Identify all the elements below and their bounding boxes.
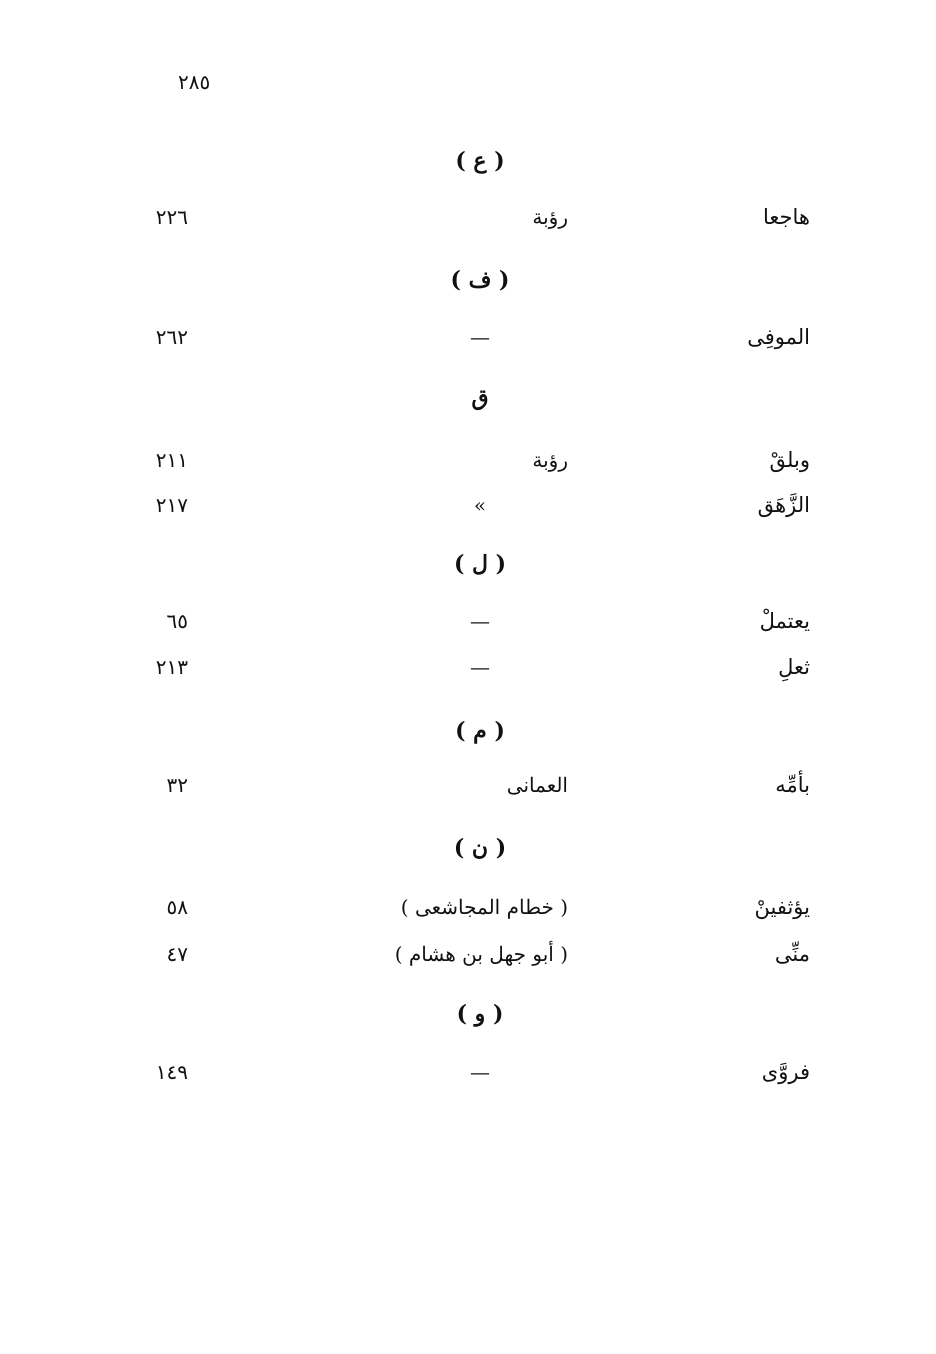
rhyme-word: وبلقْ <box>769 448 810 472</box>
poet-name: رؤبة <box>532 448 568 472</box>
index-entry: الزَّهَق » ٢١٧ <box>0 493 936 529</box>
rhyme-word: الموفِى <box>747 325 810 349</box>
index-entry: بأمِّه العمانى ٣٢ <box>0 773 936 809</box>
page-ref: ٢١١ <box>155 448 188 472</box>
rhyme-word: يؤثفينْ <box>754 895 810 919</box>
rhyme-word: بأمِّه <box>775 773 810 797</box>
rhyme-word: الزَّهَق <box>757 493 810 517</box>
section-heading: ( و ) <box>456 1001 504 1027</box>
rhyme-word: يعتملْ <box>759 609 810 633</box>
section-heading: ( ن ) <box>453 835 507 861</box>
index-entry: منِّى ( أبو جهل بن هشام ) ٤٧ <box>0 942 936 978</box>
poet-name: » <box>473 493 487 517</box>
poet-name: رؤبة <box>532 205 568 229</box>
poet-name: ( خطام المجاشعى ) <box>400 895 568 919</box>
page-ref: ٦٥ <box>166 609 188 633</box>
rhyme-word: هاجعا <box>763 205 810 229</box>
section-heading: ق <box>471 385 489 411</box>
page-ref: ٥٨ <box>166 895 188 919</box>
rhyme-word: ثعلِ <box>778 655 810 679</box>
index-entry: يعتملْ — ٦٥ <box>0 609 936 645</box>
section-heading: ( ل ) <box>453 551 507 577</box>
page-ref: ١٤٩ <box>155 1060 188 1084</box>
index-entry: هاجعا رؤبة ٢٢٦ <box>0 205 936 241</box>
section-heading: ( ف ) <box>450 267 510 293</box>
page-ref: ٢١٧ <box>155 493 188 517</box>
index-entry: ثعلِ — ٢١٣ <box>0 655 936 691</box>
rhyme-word: منِّى <box>774 942 810 966</box>
poet-name: — <box>470 609 490 633</box>
page-ref: ٣٢ <box>166 773 188 797</box>
poet-name: — <box>470 325 490 349</box>
index-entry: الموفِى — ٢٦٢ <box>0 325 936 361</box>
page-number: ٢٨٥ <box>178 70 211 94</box>
page-ref: ٤٧ <box>166 942 188 966</box>
poet-name: ( أبو جهل بن هشام ) <box>394 942 568 966</box>
page-ref: ٢٢٦ <box>155 205 188 229</box>
poet-name: العمانى <box>506 773 568 797</box>
poet-name: — <box>470 655 490 679</box>
page-ref: ٢١٣ <box>155 655 188 679</box>
section-heading: ( ع ) <box>455 148 505 174</box>
section-heading: ( م ) <box>455 718 505 744</box>
poet-name: — <box>470 1060 490 1084</box>
index-entry: وبلقْ رؤبة ٢١١ <box>0 448 936 484</box>
index-entry: يؤثفينْ ( خطام المجاشعى ) ٥٨ <box>0 895 936 931</box>
rhyme-word: فروَّى <box>761 1060 810 1084</box>
index-entry: فروَّى — ١٤٩ <box>0 1060 936 1096</box>
page-ref: ٢٦٢ <box>155 325 188 349</box>
